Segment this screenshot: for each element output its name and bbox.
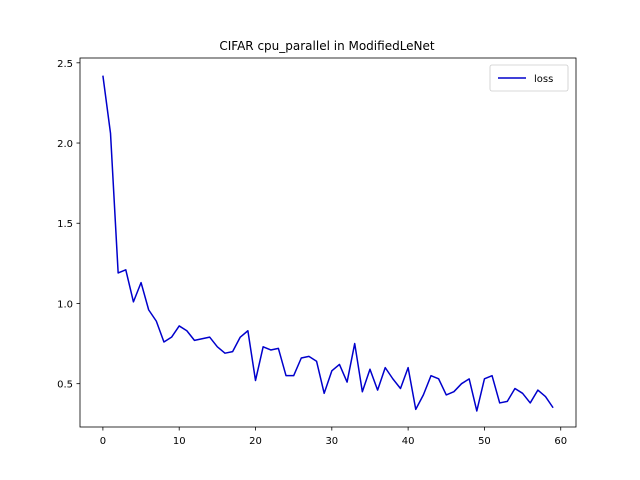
y-tick-label: 1.5 [57,219,73,230]
y-tick-label: 2.0 [57,139,73,150]
x-tick-label: 30 [325,436,338,447]
x-tick-label: 0 [100,436,106,447]
x-tick-label: 40 [402,436,415,447]
legend: loss [489,64,569,92]
series-line-0 [102,75,554,412]
x-tick-label: 50 [478,436,491,447]
x-tick-label: 10 [173,436,186,447]
series-layer [102,75,554,412]
axes-layer: 0 10 20 30 40 50 60 0.5 1.0 1.5 2.0 2.5 [57,57,577,447]
legend-box [489,64,569,92]
y-tick-label: 0.5 [57,380,73,391]
legend-label: loss [534,74,553,85]
y-tick-label: 2.5 [57,59,73,70]
plot-frame [79,57,577,428]
x-tick-label: 20 [249,436,262,447]
x-tick-label: 60 [554,436,567,447]
y-tick-label: 1.0 [57,299,73,310]
chart-title: CIFAR cpu_parallel in ModifiedLeNet [219,39,435,53]
